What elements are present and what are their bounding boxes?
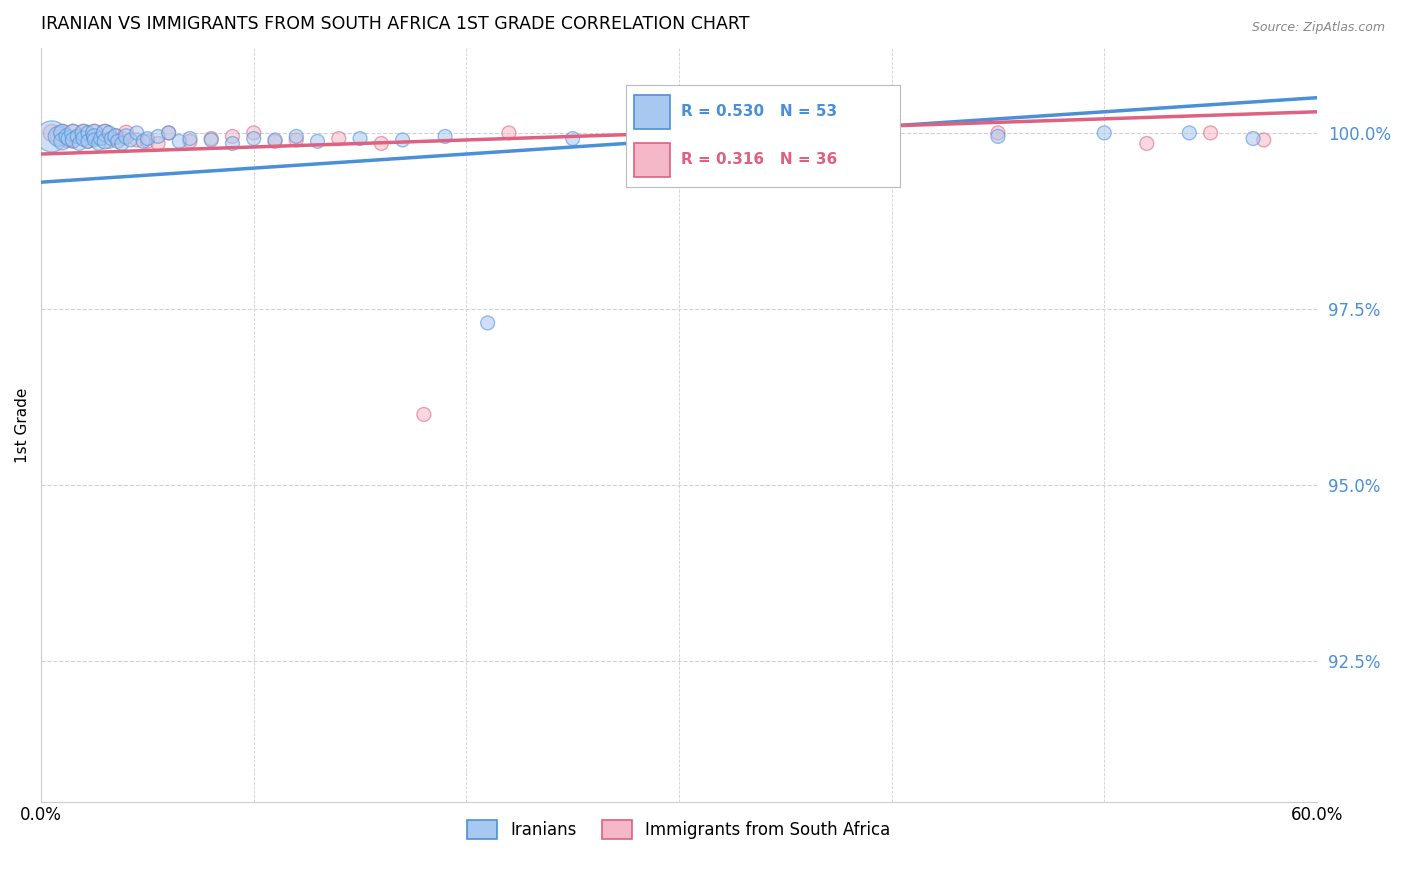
Point <box>668 129 690 144</box>
Point <box>98 134 121 148</box>
Point <box>242 126 264 140</box>
Y-axis label: 1st Grade: 1st Grade <box>15 387 30 463</box>
Point <box>1253 133 1275 147</box>
Point <box>1136 136 1159 151</box>
Point <box>1178 126 1201 140</box>
Point <box>72 131 94 145</box>
Point <box>41 126 63 140</box>
Point <box>94 126 117 140</box>
Point <box>94 126 117 140</box>
Point <box>46 129 69 144</box>
Bar <box>634 95 669 128</box>
Point <box>498 126 520 140</box>
Point <box>46 129 69 144</box>
Point <box>328 131 350 145</box>
Point <box>67 129 90 144</box>
Point <box>987 129 1010 144</box>
Point <box>58 131 80 145</box>
Point <box>120 133 142 147</box>
Point <box>285 133 308 147</box>
Point <box>111 136 134 151</box>
Point <box>146 136 169 151</box>
Point <box>115 129 138 144</box>
Point <box>55 133 77 147</box>
Point <box>72 126 94 140</box>
Point <box>987 126 1010 140</box>
Point <box>370 136 392 151</box>
Point <box>264 133 287 147</box>
Point <box>77 134 100 148</box>
Point <box>90 131 112 145</box>
Point <box>668 131 690 145</box>
Point <box>200 131 222 145</box>
Point <box>307 134 329 148</box>
Text: IRANIAN VS IMMIGRANTS FROM SOUTH AFRICA 1ST GRADE CORRELATION CHART: IRANIAN VS IMMIGRANTS FROM SOUTH AFRICA … <box>41 15 749 33</box>
Point <box>111 131 134 145</box>
Point <box>1199 126 1222 140</box>
Point <box>349 131 371 145</box>
Point <box>561 131 583 145</box>
Point <box>94 134 117 148</box>
Point <box>77 134 100 148</box>
Point <box>200 133 222 147</box>
Point <box>264 134 287 148</box>
Point <box>285 129 308 144</box>
Point <box>775 131 797 145</box>
Point <box>51 134 73 148</box>
Point <box>104 129 127 144</box>
Point <box>87 131 110 145</box>
Point <box>391 133 413 147</box>
Point <box>107 134 129 148</box>
Point <box>83 126 105 140</box>
Point <box>169 134 191 148</box>
Point <box>66 129 89 144</box>
Point <box>67 136 90 151</box>
Point <box>62 126 84 140</box>
Point <box>880 133 903 147</box>
Point <box>221 136 243 151</box>
Point <box>115 126 138 140</box>
Point <box>179 134 201 148</box>
Point <box>77 126 100 140</box>
Text: R = 0.316   N = 36: R = 0.316 N = 36 <box>681 152 837 167</box>
Point <box>83 133 105 147</box>
Point <box>146 129 169 144</box>
Point <box>100 131 122 145</box>
Point <box>1241 131 1264 145</box>
Point <box>179 131 201 145</box>
Text: Source: ZipAtlas.com: Source: ZipAtlas.com <box>1251 21 1385 34</box>
Point <box>51 126 73 140</box>
Point <box>157 126 180 140</box>
Point <box>98 126 121 140</box>
Point <box>125 133 148 147</box>
Point <box>62 134 84 148</box>
Point <box>775 134 797 148</box>
Legend: Iranians, Immigrants from South Africa: Iranians, Immigrants from South Africa <box>461 814 897 846</box>
Point <box>83 126 105 140</box>
Point <box>221 129 243 144</box>
Point <box>55 129 77 144</box>
Point <box>62 133 84 147</box>
Point <box>132 134 155 148</box>
Point <box>412 408 434 422</box>
Point <box>136 134 159 148</box>
Point <box>72 126 94 140</box>
Point <box>1092 126 1115 140</box>
Text: R = 0.530   N = 53: R = 0.530 N = 53 <box>681 104 837 120</box>
Point <box>136 131 159 145</box>
Point <box>125 126 148 140</box>
Point <box>157 126 180 140</box>
Point <box>62 126 84 140</box>
Point <box>104 129 127 144</box>
Point <box>434 129 457 144</box>
Point <box>83 129 105 144</box>
Bar <box>634 144 669 177</box>
Point <box>51 126 73 140</box>
Point <box>87 136 110 151</box>
Point <box>477 316 499 330</box>
Point <box>242 131 264 145</box>
Point <box>41 129 63 144</box>
